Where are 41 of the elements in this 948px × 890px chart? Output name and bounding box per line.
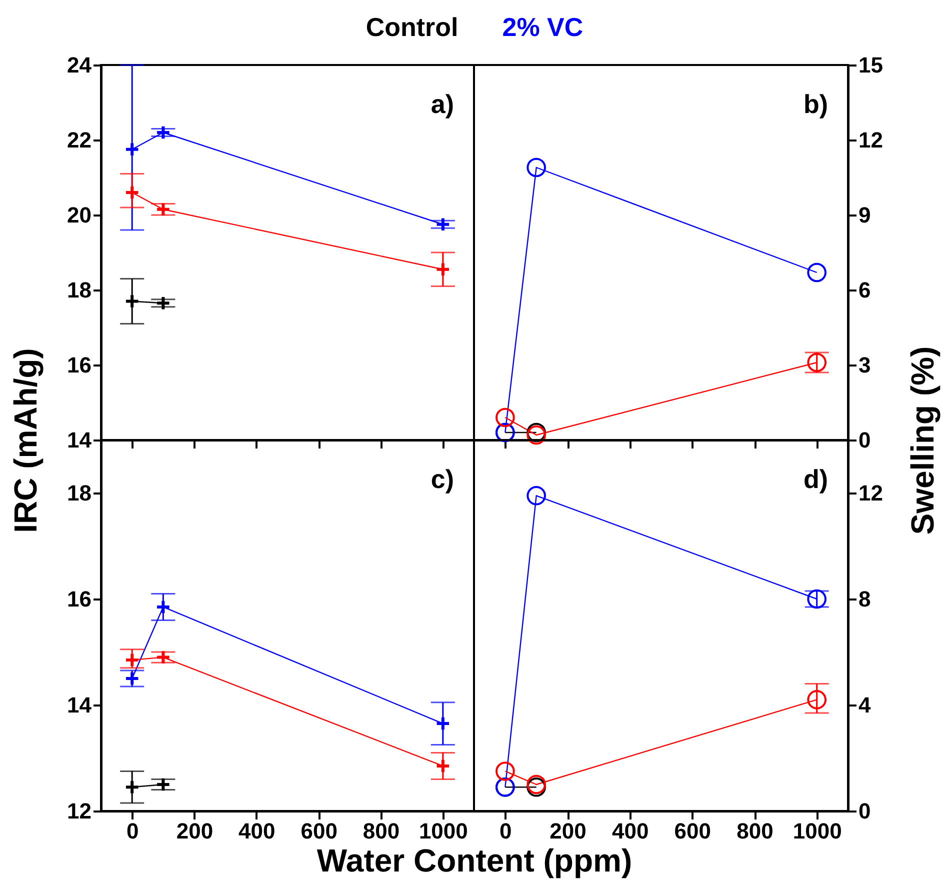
y-tick-label: 18 <box>67 278 92 302</box>
annotation: a) <box>430 89 454 119</box>
x-axis-title: Water Content (ppm) <box>316 842 632 878</box>
annotation: b) <box>803 89 828 119</box>
y-tick-label: 14 <box>67 428 92 452</box>
y-tick-label: 16 <box>67 586 92 612</box>
text: 2% VC <box>502 12 584 42</box>
y-axis-title: IRC (mAh/g) <box>8 348 44 533</box>
y2-tick-label: 12 <box>858 480 883 506</box>
x-tick-label: 600 <box>674 818 712 844</box>
x-tick-label: 600 <box>300 818 338 844</box>
x-tick-label: 400 <box>238 818 276 844</box>
y-tick-label: 20 <box>67 202 92 228</box>
annotation: d) <box>803 464 828 494</box>
y-tick-label: 22 <box>67 128 92 152</box>
y2-tick-label: 4 <box>858 692 872 718</box>
y2-tick-label: 9 <box>858 202 871 228</box>
y2-tick-label: 6 <box>858 278 871 302</box>
x-tick-label: 0 <box>500 818 512 844</box>
y2-tick-label: 8 <box>858 586 871 612</box>
y-tick-label: 14 <box>67 692 92 718</box>
x-tick-label: 1000 <box>792 818 842 844</box>
y2-tick-label: 0 <box>858 428 871 452</box>
y2-tick-label: 0 <box>858 798 871 824</box>
y-tick-label: 18 <box>67 480 92 506</box>
text: Control <box>366 12 458 42</box>
x-tick-label: 800 <box>362 818 400 844</box>
x-tick-label: 800 <box>736 818 774 844</box>
x-tick-label: 200 <box>176 818 214 844</box>
y2-axis-title: Swelling (%) <box>904 346 940 535</box>
y-tick-label: 16 <box>67 352 92 378</box>
y-tick-label: 24 <box>67 52 92 78</box>
y2-tick-label: 3 <box>858 352 871 378</box>
y2-tick-label: 15 <box>858 52 883 78</box>
annotation: c) <box>430 464 454 494</box>
y2-tick-label: 12 <box>858 128 883 152</box>
x-tick-label: 0 <box>126 818 139 844</box>
x-tick-label: 1000 <box>418 818 468 844</box>
x-tick-label: 400 <box>612 818 649 844</box>
y-tick-label: 12 <box>67 798 92 824</box>
x-tick-label: 200 <box>550 818 586 844</box>
